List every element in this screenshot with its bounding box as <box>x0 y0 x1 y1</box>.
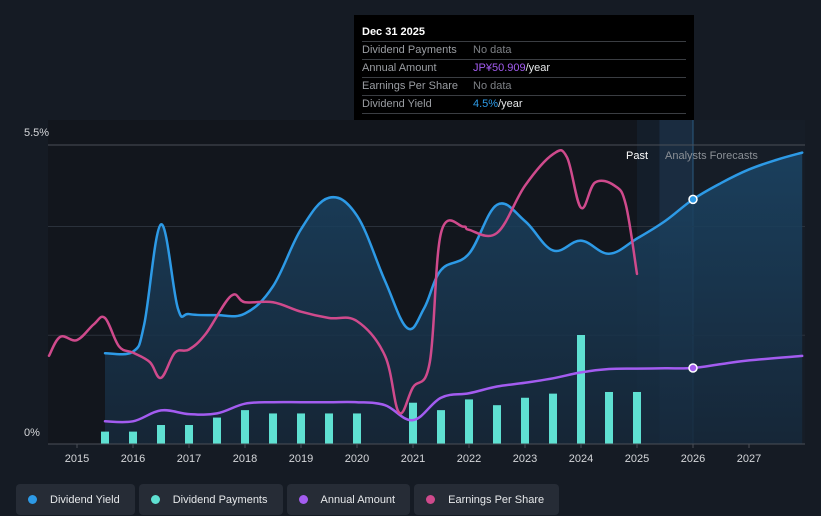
legend-dot-icon <box>426 495 436 504</box>
dividend-payment-bar <box>521 397 529 444</box>
dividend-payment-bar <box>157 425 165 444</box>
analysts-forecasts-label: Analysts Forecasts <box>665 150 758 162</box>
annual-amount-marker <box>688 363 698 373</box>
tooltip-row-dividend-payments: Dividend Payments No data <box>362 42 686 60</box>
tooltip-row-annual-amount: Annual Amount JP¥50.909/year <box>362 60 686 78</box>
x-tick-label: 2021 <box>401 453 425 465</box>
annual-amount-unit: /year <box>525 62 551 74</box>
legend-item-earnings-per-share[interactable]: Earnings Per Share <box>414 484 560 515</box>
dividend-payment-bar <box>297 413 305 444</box>
dividend-payment-bar <box>577 335 585 444</box>
dividend-payment-bar <box>605 391 613 444</box>
legend-dot-icon <box>298 495 308 504</box>
tooltip-row-eps: Earnings Per Share No data <box>362 78 686 96</box>
dividend-payment-bar <box>493 405 501 444</box>
legend-label: Dividend Payments <box>172 493 268 506</box>
legend: Dividend Yield Dividend Payments Annual … <box>16 484 560 515</box>
tooltip-value: No data <box>473 44 512 56</box>
dividend-payment-bar <box>353 413 361 444</box>
x-tick-label: 2023 <box>513 453 537 465</box>
legend-dot-icon <box>150 495 160 504</box>
past-label: Past <box>626 150 649 162</box>
y-tick-label-max: 5.5% <box>24 127 49 139</box>
dividend-payment-bar <box>633 391 641 444</box>
legend-item-annual-amount[interactable]: Annual Amount <box>286 484 411 515</box>
tooltip-value: JP¥50.909/year <box>473 60 550 77</box>
dividend-payment-bar <box>101 431 109 444</box>
dividend-yield-unit: /year <box>498 98 523 110</box>
y-tick-label-min: 0% <box>24 427 40 439</box>
legend-dot-icon <box>28 495 37 504</box>
dividend-payment-bar <box>409 402 417 444</box>
dividend-payment-bar <box>465 399 473 444</box>
dividend-payment-bar <box>269 413 277 444</box>
dividend-yield-value: 4.5% <box>473 98 499 110</box>
x-tick-label: 2022 <box>457 453 481 465</box>
dividend-payment-bar <box>185 425 193 444</box>
x-tick-label: 2019 <box>289 453 313 465</box>
tooltip-date: Dec 31 2025 <box>362 23 686 42</box>
x-tick-label: 2015 <box>65 453 89 465</box>
dividend-payment-bar <box>213 417 221 444</box>
x-tick-label: 2027 <box>737 453 761 465</box>
legend-item-dividend-payments[interactable]: Dividend Payments <box>138 484 283 515</box>
dividend-payment-bar <box>129 431 137 444</box>
dividend-yield-marker <box>688 194 698 205</box>
x-tick-label: 2017 <box>177 453 201 465</box>
dividend-payment-bar <box>241 410 249 444</box>
dividend-chart: 2015 2016 2017 2018 2019 2020 2021 2022 2023 2024… <box>24 120 805 465</box>
annual-amount-line <box>103 354 804 424</box>
legend-label: Earnings Per Share <box>448 493 545 506</box>
tooltip-key: Dividend Payments <box>362 44 457 56</box>
x-tick-label: 2025 <box>625 453 649 465</box>
x-tick-label: 2024 <box>569 453 593 465</box>
x-tick-label: 2018 <box>233 453 257 465</box>
x-tick-label: 2016 <box>121 453 145 465</box>
tooltip-value: 4.5%/year <box>473 96 523 113</box>
dividend-payment-bar <box>549 393 557 444</box>
tooltip-row-dividend-yield: Dividend Yield 4.5%/year <box>362 96 686 114</box>
x-tick-label: 2026 <box>681 453 705 465</box>
x-tick-label: 2020 <box>345 453 369 465</box>
annual-amount-value: JP¥50.909 <box>473 62 526 74</box>
dividend-payment-bar <box>437 410 445 444</box>
tooltip: Dec 31 2025 Dividend Payments No data An… <box>354 15 694 120</box>
dividend-yield-line <box>103 151 804 356</box>
legend-label: Dividend Yield <box>50 493 120 506</box>
legend-item-dividend-yield[interactable]: Dividend Yield <box>16 484 135 515</box>
tooltip-value: No data <box>473 80 512 92</box>
tooltip-key: Annual Amount <box>362 62 437 74</box>
tooltip-key: Earnings Per Share <box>362 80 458 92</box>
tooltip-key: Dividend Yield <box>362 98 432 110</box>
dividend-payment-bar <box>325 413 333 444</box>
earnings-per-share-line <box>47 149 639 415</box>
dividend-yield-area <box>105 152 803 445</box>
legend-label: Annual Amount <box>320 493 396 506</box>
